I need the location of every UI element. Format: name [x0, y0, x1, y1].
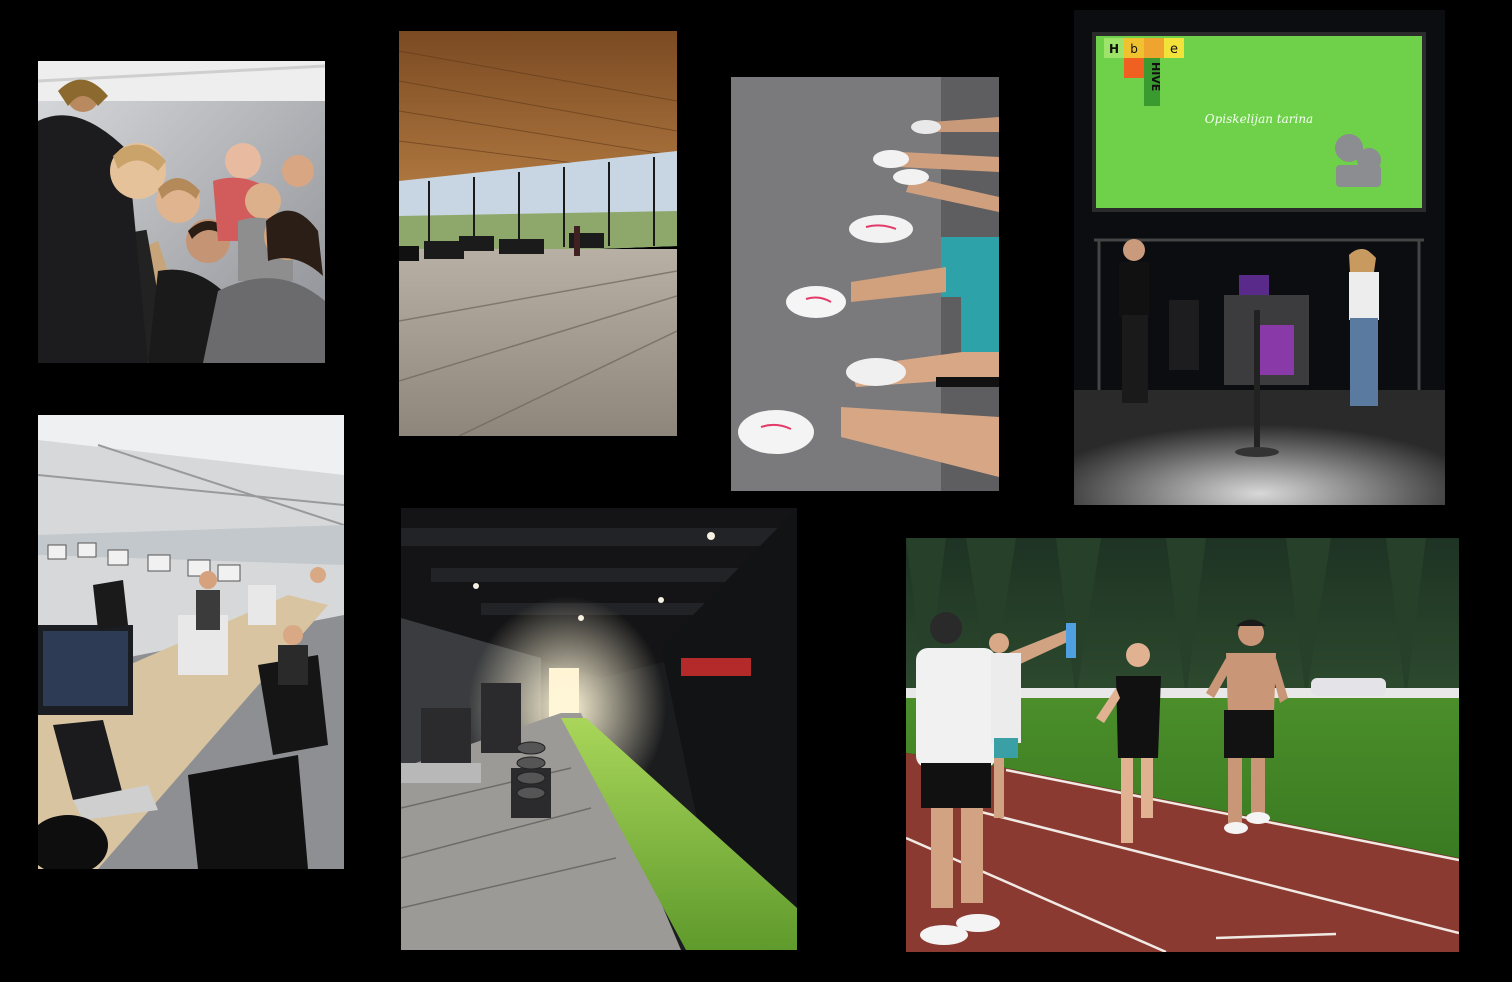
photo-running-track	[906, 538, 1459, 952]
hive-logo: H b e HIVE	[1104, 38, 1184, 106]
logo-letter-e: e	[1170, 42, 1178, 57]
screen-caption: Opiskelijan tarina	[1205, 112, 1313, 126]
photo-group-at-computer	[38, 61, 325, 363]
photo-gym-hallway	[401, 508, 797, 950]
photo-computer-lab	[38, 415, 344, 869]
logo-letter-h: H	[1109, 42, 1119, 56]
logo-word: HIVE	[1149, 62, 1162, 91]
photo-stage-presentation: H b e HIVE Opiskelijan tarina	[1074, 10, 1445, 505]
logo-letter-b: b	[1130, 42, 1138, 56]
photo-running-shoes	[731, 77, 999, 491]
photo-glass-lobby	[399, 31, 677, 436]
